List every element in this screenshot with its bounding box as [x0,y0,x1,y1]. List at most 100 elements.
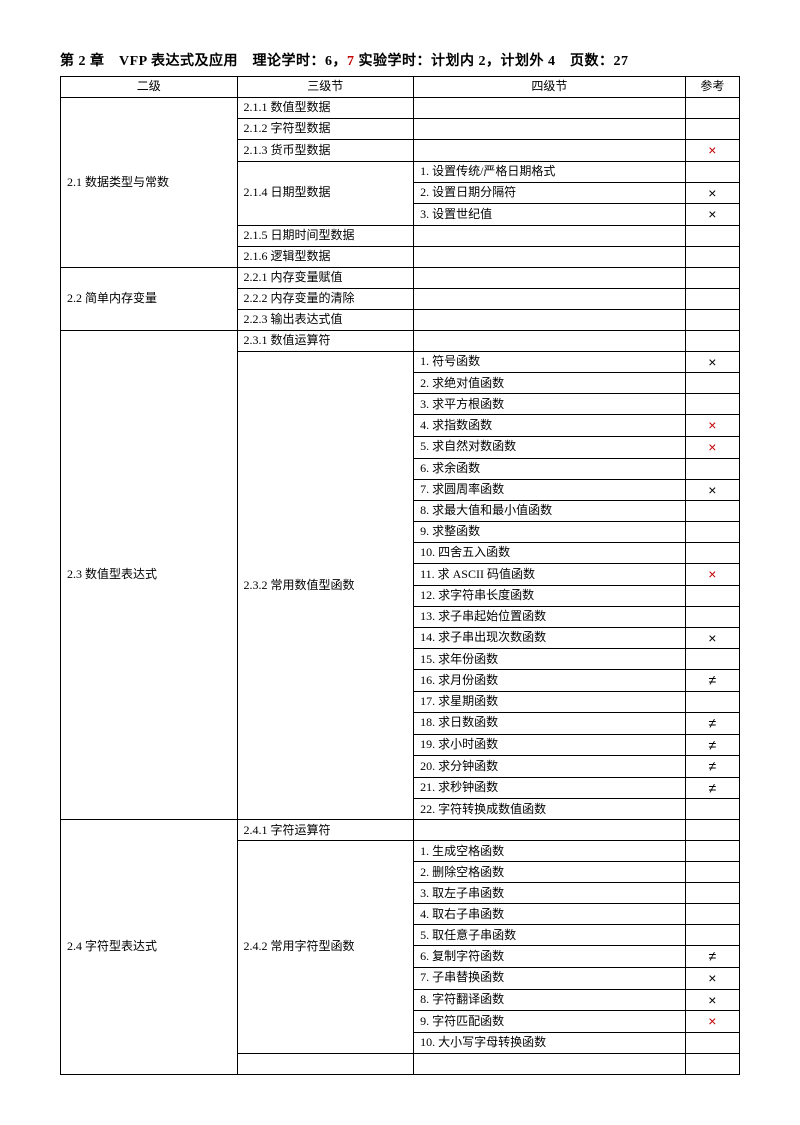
level3-cell: 2.1.5 日期时间型数据 [237,225,414,246]
reference-cell [685,394,739,415]
reference-mark: ≠ [708,672,716,688]
reference-mark: × [708,630,716,646]
reference-mark: × [708,1013,716,1029]
level4-cell: 8. 求最大值和最小值函数 [414,501,686,522]
table-row: 2.2 简单内存变量2.2.1 内存变量赋值 [61,267,740,288]
reference-cell: × [685,967,739,989]
level4-cell [414,98,686,119]
level4-cell: 10. 大小写字母转换函数 [414,1032,686,1053]
level3-cell [237,1053,414,1074]
reference-cell [685,606,739,627]
level4-cell: 6. 求余函数 [414,458,686,479]
reference-mark: × [708,566,716,582]
reference-cell [685,267,739,288]
level3-cell: 2.2.1 内存变量赋值 [237,267,414,288]
header-level3: 三级节 [237,77,414,98]
reference-cell [685,691,739,712]
level3-cell: 2.1.4 日期型数据 [237,161,414,225]
level4-cell: 16. 求月份函数 [414,670,686,692]
level4-cell: 9. 求整函数 [414,522,686,543]
level3-cell: 2.1.1 数值型数据 [237,98,414,119]
level4-cell: 12. 求字符串长度函数 [414,585,686,606]
level2-cell: 2.4 字符型表达式 [61,820,238,1074]
reference-cell: ≠ [685,712,739,734]
level4-cell: 3. 设置世纪值 [414,204,686,226]
header-reference: 参考 [685,77,739,98]
level3-cell: 2.3.1 数值运算符 [237,330,414,351]
header-level4: 四级节 [414,77,686,98]
level4-cell: 7. 子串替换函数 [414,967,686,989]
reference-cell [685,373,739,394]
level4-cell: 22. 字符转换成数值函数 [414,799,686,820]
reference-cell [685,904,739,925]
level4-cell [414,246,686,267]
reference-mark: ≠ [708,780,716,796]
table-row: 2.1 数据类型与常数2.1.1 数值型数据 [61,98,740,119]
level4-cell: 4. 求指数函数 [414,415,686,437]
reference-cell [685,288,739,309]
level4-cell: 11. 求 ASCII 码值函数 [414,564,686,586]
reference-mark: × [708,439,716,455]
level4-cell: 15. 求年份函数 [414,649,686,670]
level4-cell [414,225,686,246]
reference-cell: ≠ [685,756,739,778]
reference-cell: × [685,182,739,204]
level3-cell: 2.1.6 逻辑型数据 [237,246,414,267]
reference-cell [685,161,739,182]
level4-cell: 5. 求自然对数函数 [414,436,686,458]
reference-cell: ≠ [685,777,739,799]
reference-mark: × [708,354,716,370]
reference-cell [685,309,739,330]
level4-cell [414,309,686,330]
reference-cell: × [685,479,739,501]
level4-cell [414,267,686,288]
table-row: 2.4 字符型表达式2.4.1 字符运算符 [61,820,740,841]
reference-cell [685,862,739,883]
reference-cell [685,246,739,267]
level4-cell: 7. 求圆周率函数 [414,479,686,501]
level4-cell: 20. 求分钟函数 [414,756,686,778]
reference-cell [685,98,739,119]
reference-cell [685,501,739,522]
level4-cell: 3. 取左子串函数 [414,883,686,904]
level4-cell: 13. 求子串起始位置函数 [414,606,686,627]
level3-cell: 2.2.3 输出表达式值 [237,309,414,330]
reference-cell [685,585,739,606]
level4-cell: 21. 求秒钟函数 [414,777,686,799]
level2-cell: 2.3 数值型表达式 [61,330,238,820]
level2-cell: 2.2 简单内存变量 [61,267,238,330]
reference-mark: × [708,206,716,222]
reference-mark: × [708,185,716,201]
reference-cell [685,330,739,351]
reference-mark: ≠ [708,737,716,753]
reference-cell: ≠ [685,734,739,756]
reference-cell [685,925,739,946]
level4-cell: 14. 求子串出现次数函数 [414,627,686,649]
reference-cell: × [685,564,739,586]
reference-cell [685,543,739,564]
reference-cell: × [685,989,739,1011]
level4-cell: 3. 求平方根函数 [414,394,686,415]
table-header-row: 二级 三级节 四级节 参考 [61,77,740,98]
reference-cell [685,225,739,246]
reference-mark: × [708,417,716,433]
level4-cell: 10. 四舍五入函数 [414,543,686,564]
level3-cell: 2.2.2 内存变量的清除 [237,288,414,309]
level4-cell: 4. 取右子串函数 [414,904,686,925]
level4-cell: 1. 生成空格函数 [414,841,686,862]
level4-cell: 17. 求星期函数 [414,691,686,712]
level3-cell: 2.3.2 常用数值型函数 [237,351,414,820]
reference-mark: ≠ [708,948,716,964]
level4-cell: 6. 复制字符函数 [414,946,686,968]
reference-mark: ≠ [708,758,716,774]
level4-cell [414,330,686,351]
level4-cell: 2. 求绝对值函数 [414,373,686,394]
title-part3: 实验学时：计划内 2，计划外 4 页数：27 [354,54,628,69]
reference-cell: ≠ [685,946,739,968]
reference-cell [685,458,739,479]
reference-cell: × [685,436,739,458]
reference-cell [685,799,739,820]
reference-cell [685,883,739,904]
level4-cell [414,1053,686,1074]
level4-cell: 19. 求小时函数 [414,734,686,756]
